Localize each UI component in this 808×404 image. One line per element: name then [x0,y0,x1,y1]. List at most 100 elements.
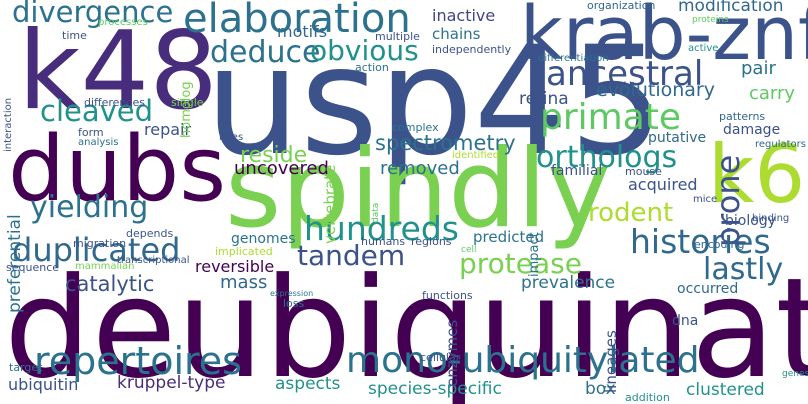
word-primate: primate [540,97,682,138]
word-mass: mass [220,272,268,293]
word-clustered: clustered [686,380,765,400]
word-damage: damage [723,122,781,138]
word-uncovered: uncovered [234,158,329,179]
word-evolutionary: evolutionary [596,79,715,101]
word-modification: modification [678,0,784,16]
word-roles: roles [219,132,244,143]
word-single: single [171,96,204,109]
word-lastly: lastly [703,252,784,287]
word-pair: pair [741,58,776,79]
word-acquired: acquired [628,175,698,194]
word-elaboration: elaboration [183,0,411,42]
word-expression: expression [270,289,314,298]
word-addition: addition [625,391,670,404]
word-box: box [585,379,616,399]
word-mouse: mouse [625,165,662,178]
word-hundreds: hundreds [304,209,459,248]
word-genomes: genomes [231,231,296,247]
word-lineages: lineages [602,330,620,393]
word-regions: regions [411,235,452,248]
word-interaction: interaction [3,97,14,152]
word-differentiation: differentiation [538,53,609,64]
word-chains: chains [432,25,481,43]
word-retina: retina [519,89,569,109]
word-catalytic: catalytic [65,272,155,296]
word-cellular: cellular [420,351,461,364]
word-functions: functions [422,289,473,302]
word-mammalian: mammalian [75,261,135,272]
word-identified: identified [452,150,500,161]
word-loss: loss [283,297,305,310]
word-analysis: analysis [78,137,119,148]
word-reside: reside [240,143,308,168]
word-mice: mice [693,194,718,205]
word-k48: k48 [18,9,218,134]
word-depends: depends [126,227,174,240]
word-implicated: implicated [215,245,273,258]
word-vertebrate: vertebrate [321,164,339,244]
word-tandem: tandem [297,239,406,272]
word-inactive: inactive [432,6,496,25]
word-humans: humans [361,235,406,248]
word-homolog: homolog [179,81,194,138]
word-target: target [9,361,43,374]
word-regulators: regulators [755,139,806,150]
word-transcriptional: transcriptional [117,255,190,266]
word-mono-ubiquitylated: mono-ubiquitylated [346,340,700,381]
word-encoding: encoding [694,238,745,251]
word-active: active [688,43,719,54]
word-spindly: spindly [225,127,611,252]
word-multiple: multiple [375,30,420,43]
word-organization: organization [587,0,656,12]
word-independently: independently [432,43,512,56]
word-histories: histories [630,222,771,261]
word-aspects: aspects [275,374,341,394]
word-ancestral: ancestral [546,54,704,94]
word-orthologs: orthologs [536,140,678,175]
word-form: form [78,126,104,139]
word-time: time [62,29,87,42]
word-motifs: motifs [277,22,328,41]
word-sequence: sequence [6,261,60,274]
word-genes: genes [782,369,808,379]
word-biology: biology [725,213,776,229]
word-dna: dna [672,313,699,329]
word-action: action [355,61,389,74]
word-proteins: proteins [692,15,729,25]
word-dubs: dubs [8,117,227,222]
word-patterns: patterns [719,110,766,123]
word-repair: repair [144,120,192,139]
word-processes: processes [98,17,148,28]
word-species-specific: species-specific [368,379,502,399]
word-differences: differences [84,96,145,109]
word-cell: cell [461,245,477,255]
word-krab-znf: krab-znf [520,0,808,77]
word-cleaved: cleaved [40,94,154,128]
word-predicted: predicted [473,228,545,246]
word-deubiquinating: deubiquinating [4,248,808,404]
word-divergence: divergence [12,0,174,29]
word-ubiquitin: ubiquitin [8,375,79,394]
word-kruppel-type: kruppel-type [117,373,226,393]
word-spectrometry: spectrometry [375,131,516,155]
word-prevalence: prevalence [521,273,616,293]
word-familial: familial [551,163,603,179]
word-rodent: rodent [588,198,674,228]
word-repertoires: repertoires [34,339,242,383]
word-duplicated: duplicated [12,231,181,269]
word-putative: putative [648,130,707,146]
word-data: data [371,202,381,223]
word-impact: impact [527,232,542,277]
word-carry: carry [749,83,796,104]
word-obvious: obvious [310,34,419,67]
word-complex: complex [392,121,439,134]
word-protease: protease [459,247,582,280]
word-deduce: deduce [210,35,321,70]
word-reversible: reversible [195,257,275,276]
word-removed: removed [380,158,460,179]
word-binding: binding [752,213,790,224]
word-occurred: occurred [677,281,739,297]
word-migration: migration [73,237,127,250]
word-k6: k6 [708,128,806,221]
